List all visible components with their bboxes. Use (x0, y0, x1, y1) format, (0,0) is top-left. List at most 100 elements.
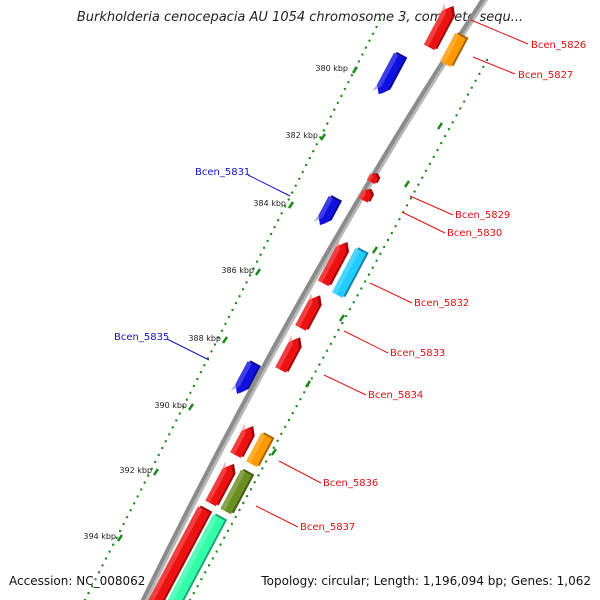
gene-feature-highlight (331, 248, 360, 295)
ruler-dot-inner (341, 321, 344, 325)
gene-leader-line-4 (409, 195, 454, 216)
ruler-dot-inner (337, 328, 340, 332)
ruler-dot-outer (301, 170, 304, 174)
ruler-dot-outer (87, 591, 90, 595)
ruler-dot-inner (440, 141, 443, 145)
ruler-dot-outer (118, 529, 122, 533)
ruler-dot-inner (451, 121, 454, 124)
gene-label-bcen-5829[interactable]: Bcen_5829 (455, 210, 510, 221)
ruler-dot-inner (382, 245, 386, 249)
ruler-dot-inner (310, 377, 314, 380)
gene-feature-highlight (146, 506, 203, 600)
ruler-dot-inner (204, 571, 207, 574)
ruler-dot-outer (94, 578, 97, 581)
ruler-dot-outer (150, 467, 153, 471)
ruler-dot-outer (308, 156, 311, 160)
ruler-dot-inner (314, 370, 317, 373)
ruler-dot-inner (272, 446, 275, 449)
ruler-dots (83, 18, 489, 600)
gene-feature-14 (220, 468, 255, 515)
ruler-dot-inner (333, 335, 336, 339)
ruler-dot-inner (371, 266, 374, 269)
gene-feature-highlight (358, 186, 367, 200)
ruler-dot-inner (200, 578, 203, 581)
ruler-dot-inner (223, 536, 226, 539)
ruler-dot-outer (350, 74, 354, 77)
ruler-dot-outer (343, 87, 347, 91)
gene-feature-6 (317, 239, 350, 287)
ruler-dot-inner (421, 176, 424, 179)
ruler-dot-outer (164, 439, 167, 443)
ruler-dot-outer (312, 149, 315, 153)
gene-label-bcen-5830[interactable]: Bcen_5830 (447, 228, 502, 239)
ruler-dot-outer (283, 205, 287, 208)
gene-feature-highlight (220, 469, 246, 511)
ruler-dot-inner (443, 134, 447, 138)
gene-label-bcen-5831[interactable]: Bcen_5831 (195, 167, 250, 178)
ruler-dot-inner (291, 411, 295, 415)
gene-label-bcen-5836[interactable]: Bcen_5836 (323, 478, 378, 489)
ruler-dot-outer (132, 502, 136, 505)
ruler-dot-outer (371, 32, 375, 36)
gene-label-bcen-5837[interactable]: Bcen_5837 (300, 522, 355, 533)
gene-feature-highlight (205, 461, 227, 503)
gene-label-bcen-5834[interactable]: Bcen_5834 (368, 390, 423, 401)
ruler-dot-outer (315, 143, 318, 146)
ruler-dot-inner (386, 238, 390, 242)
ruler-minor-tick (403, 180, 411, 188)
ruler-dot-outer (340, 94, 343, 98)
ruler-dot-outer (276, 219, 280, 222)
ruler-dot-outer (329, 115, 333, 118)
ruler-minor-tick (338, 314, 346, 322)
ruler-dot-outer (196, 377, 199, 381)
ruler-dot-inner (398, 218, 401, 221)
gene-leader-line-9 (278, 460, 322, 484)
gene-feature-16 (161, 513, 228, 600)
ruler-dot-inner (478, 72, 481, 76)
ruler-dot-inner (352, 301, 355, 304)
ruler-dot-inner (413, 190, 416, 193)
gene-label-bcen-5832[interactable]: Bcen_5832 (414, 298, 469, 309)
gene-feature-13 (205, 461, 236, 507)
ruler-dot-outer (326, 122, 329, 125)
ruler-dot-outer (189, 391, 192, 395)
gene-feature-12 (246, 432, 275, 467)
gene-label-bcen-5826[interactable]: Bcen_5826 (531, 40, 586, 51)
tick-label-380: 380 kbp (315, 64, 348, 73)
gene-feature-highlight (275, 334, 293, 370)
ruler-dot-inner (432, 155, 435, 159)
ruler-dot-inner (375, 259, 378, 262)
ruler-dot-outer (178, 412, 182, 415)
ruler-dot-inner (356, 294, 359, 297)
ruler-dot-outer (252, 267, 255, 270)
ruler-dot-outer (224, 322, 227, 326)
gene-label-bcen-5835[interactable]: Bcen_5835 (114, 332, 169, 343)
ruler-dot-inner (481, 65, 485, 69)
ruler-major-tick (351, 66, 359, 74)
ruler-dot-inner (234, 515, 237, 519)
gene-feature-highlight (440, 33, 460, 64)
ruler-dot-outer (255, 260, 259, 263)
ruler-dot-inner (226, 529, 230, 532)
ruler-dot-inner (367, 273, 371, 276)
ruler-dot-inner (428, 162, 432, 166)
ruler-dot-inner (211, 557, 215, 560)
ruler-dot-inner (299, 398, 302, 401)
ruler-dot-inner (409, 197, 413, 200)
gene-feature-1 (440, 32, 469, 67)
ruler-dot-outer (375, 25, 378, 29)
ruler-dot-outer (147, 474, 150, 477)
ruler-dot-outer (192, 384, 196, 388)
ruler-dot-outer (322, 129, 326, 132)
gene-label-bcen-5827[interactable]: Bcen_5827 (518, 70, 573, 81)
ruler-dot-inner (238, 508, 241, 512)
gene-label-bcen-5833[interactable]: Bcen_5833 (390, 348, 445, 359)
ruler-dot-outer (347, 80, 350, 84)
ruler-dot-outer (220, 329, 224, 332)
gene-feature-body (318, 195, 340, 226)
ruler-dot-inner (303, 391, 306, 394)
ruler-dot-outer (291, 191, 294, 194)
ruler-dot-outer (143, 481, 146, 484)
ruler-dot-outer (238, 294, 241, 298)
